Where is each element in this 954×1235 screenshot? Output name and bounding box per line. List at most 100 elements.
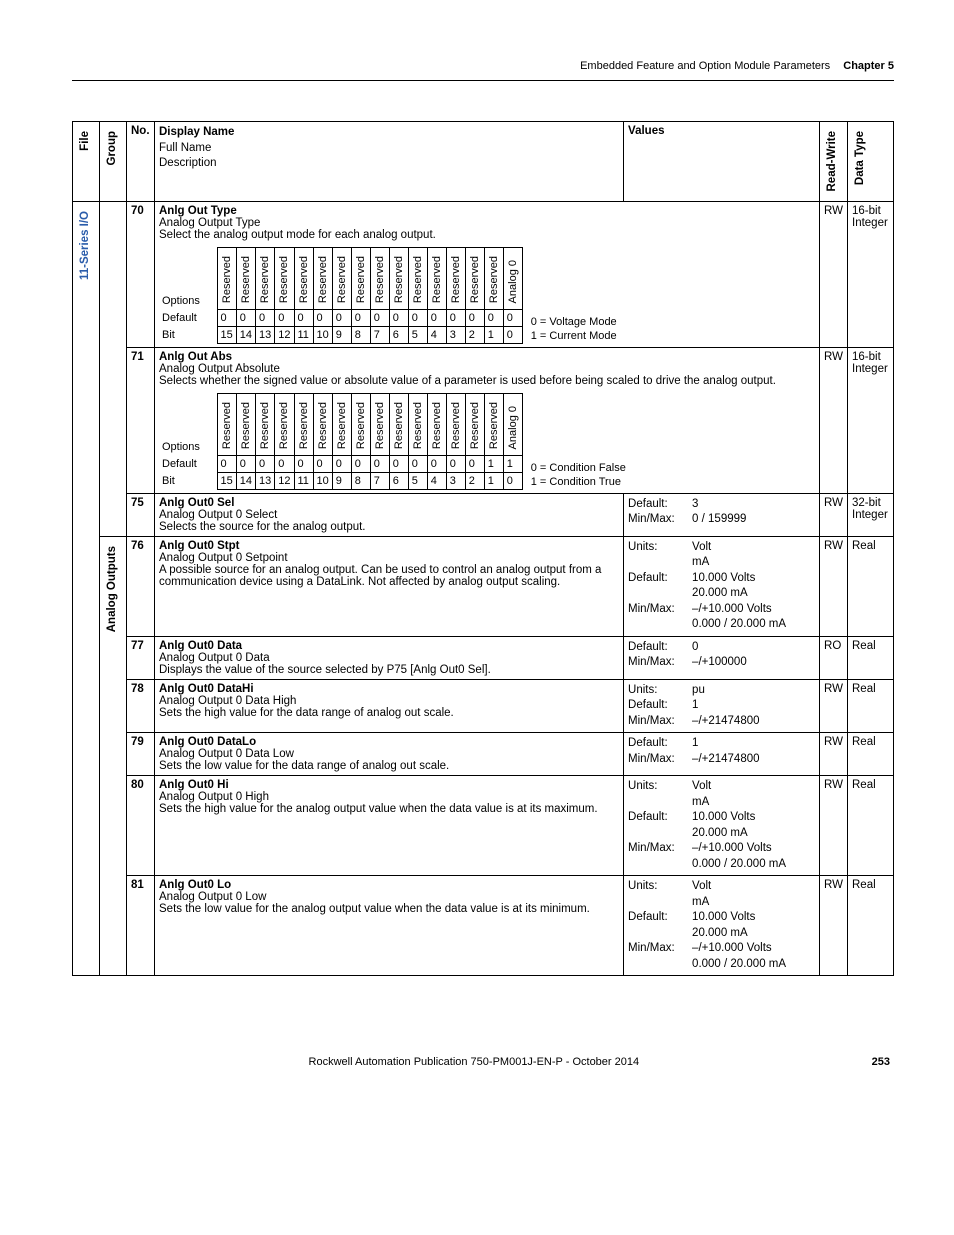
bit-index: 0 <box>503 472 522 489</box>
bit-options-label: Options <box>159 247 217 309</box>
bit-head: Reserved <box>427 247 446 309</box>
col-group: Group <box>100 122 127 202</box>
bit-default: 0 <box>408 309 427 326</box>
bit-index: 2 <box>465 326 484 343</box>
description-text: Select the analog output mode for each a… <box>159 229 815 241</box>
param-row: 75Anlg Out0 SelAnalog Output 0 SelectSel… <box>73 493 894 536</box>
rw-cell: RW <box>820 679 848 733</box>
bit-default: 0 <box>465 309 484 326</box>
bit-index: 12 <box>275 326 294 343</box>
dt-cell: 16-bit Integer <box>848 201 894 347</box>
dt-cell: Real <box>848 876 894 976</box>
param-desc-cell: Anlg Out0 StptAnalog Output 0 SetpointA … <box>155 536 624 636</box>
dt-cell: 32-bit Integer <box>848 493 894 536</box>
bit-head: Reserved <box>370 247 389 309</box>
param-no: 75 <box>127 493 155 536</box>
param-no: 71 <box>127 347 155 493</box>
bit-bit-label: Bit <box>159 472 217 489</box>
bit-head: Reserved <box>446 247 465 309</box>
rw-cell: RW <box>820 536 848 636</box>
param-row: 77Anlg Out0 DataAnalog Output 0 DataDisp… <box>73 636 894 679</box>
bit-default: 0 <box>294 455 313 472</box>
param-no: 78 <box>127 679 155 733</box>
values-cell: Units: Default: Min/Max: VoltmA10.000 Vo… <box>624 536 820 636</box>
bit-index: 6 <box>389 472 408 489</box>
display-name: Anlg Out0 Lo <box>159 879 619 891</box>
bit-head: Analog 0 <box>503 393 522 455</box>
values-cell: Default:Min/Max:30 / 159999 <box>624 493 820 536</box>
footer-publication: Rockwell Automation Publication 750-PM00… <box>309 1056 640 1068</box>
dt-cell: Real <box>848 733 894 776</box>
display-name: Anlg Out0 DataLo <box>159 736 619 748</box>
values-cell: Units:Default:Min/Max:pu1–/+21474800 <box>624 679 820 733</box>
group-cell-blank <box>100 201 127 536</box>
bit-head: Reserved <box>294 393 313 455</box>
bit-index: 5 <box>408 472 427 489</box>
bit-index: 3 <box>446 326 465 343</box>
bit-default: 0 <box>313 455 332 472</box>
bit-default: 0 <box>236 455 255 472</box>
bit-default: 0 <box>217 455 236 472</box>
bit-index: 5 <box>408 326 427 343</box>
values-cell: Default:Min/Max:0–/+100000 <box>624 636 820 679</box>
description-text: Sets the low value for the analog output… <box>159 903 619 915</box>
bit-index: 15 <box>217 472 236 489</box>
bit-index: 15 <box>217 326 236 343</box>
bit-index: 8 <box>351 472 370 489</box>
rw-cell: RW <box>820 876 848 976</box>
bit-index: 14 <box>236 326 255 343</box>
description-text: Selects the source for the analog output… <box>159 521 619 533</box>
bit-default: 0 <box>332 455 351 472</box>
bit-head: Reserved <box>275 247 294 309</box>
bit-index: 13 <box>256 472 275 489</box>
bit-index: 6 <box>389 326 408 343</box>
bit-default: 0 <box>332 309 351 326</box>
bit-index: 10 <box>313 472 332 489</box>
values-cell: Units: Default: Min/Max: VoltmA10.000 Vo… <box>624 776 820 876</box>
bit-default: 0 <box>427 309 446 326</box>
param-desc-cell: Anlg Out0 DataLoAnalog Output 0 Data Low… <box>155 733 624 776</box>
param-row: 78Anlg Out0 DataHiAnalog Output 0 Data H… <box>73 679 894 733</box>
bit-index: 0 <box>503 326 522 343</box>
bit-options-table: OptionsReservedReservedReservedReservedR… <box>159 393 523 490</box>
param-no: 79 <box>127 733 155 776</box>
param-row: 80Anlg Out0 HiAnalog Output 0 HighSets t… <box>73 776 894 876</box>
bit-head: Reserved <box>465 247 484 309</box>
bit-index: 11 <box>294 326 313 343</box>
bit-index: 1 <box>484 472 503 489</box>
description-text: Sets the high value for the analog outpu… <box>159 803 619 815</box>
file-cell: 11-Series I/O <box>73 201 100 976</box>
param-no: 70 <box>127 201 155 347</box>
param-desc-cell: Anlg Out0 HiAnalog Output 0 HighSets the… <box>155 776 624 876</box>
full-name: Analog Output Type <box>159 217 815 229</box>
full-name: Analog Output 0 High <box>159 791 619 803</box>
bit-head: Reserved <box>427 393 446 455</box>
rw-cell: RO <box>820 636 848 679</box>
bit-head: Reserved <box>236 393 255 455</box>
bit-default: 0 <box>370 309 389 326</box>
parameter-table: File Group No. Display Name Full Name De… <box>72 121 894 976</box>
param-desc-cell: Anlg Out TypeAnalog Output TypeSelect th… <box>155 201 820 347</box>
description-text: Selects whether the signed value or abso… <box>159 375 815 387</box>
bit-index: 7 <box>370 472 389 489</box>
bit-head: Reserved <box>351 393 370 455</box>
bit-index: 4 <box>427 472 446 489</box>
running-header: Embedded Feature and Option Module Param… <box>72 60 894 81</box>
bit-head: Reserved <box>446 393 465 455</box>
param-desc-cell: Anlg Out AbsAnalog Output AbsoluteSelect… <box>155 347 820 493</box>
full-name: Analog Output 0 Data Low <box>159 748 619 760</box>
bit-default-label: Default <box>159 309 217 326</box>
description-text: Sets the low value for the data range of… <box>159 760 619 772</box>
description-text: Sets the high value for the data range o… <box>159 707 619 719</box>
rw-cell: RW <box>820 493 848 536</box>
bit-head: Reserved <box>484 247 503 309</box>
bit-head: Reserved <box>484 393 503 455</box>
bit-head: Reserved <box>332 393 351 455</box>
param-desc-cell: Anlg Out0 LoAnalog Output 0 LowSets the … <box>155 876 624 976</box>
bit-index: 14 <box>236 472 255 489</box>
rw-cell: RW <box>820 347 848 493</box>
bit-default: 0 <box>294 309 313 326</box>
full-name: Analog Output 0 Low <box>159 891 619 903</box>
col-display: Display Name Full Name Description <box>155 122 624 202</box>
bit-index: 7 <box>370 326 389 343</box>
